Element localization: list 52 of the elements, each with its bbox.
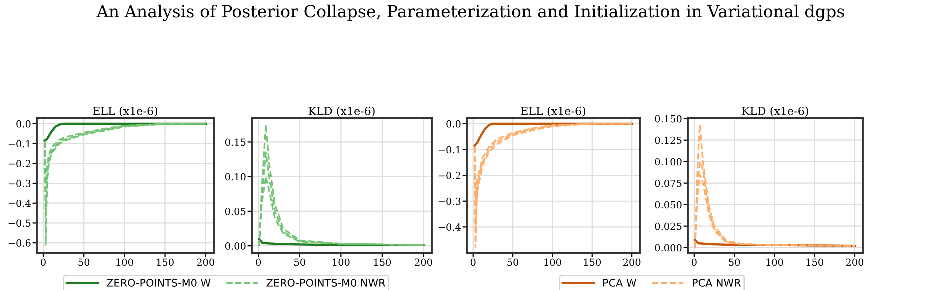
y-tick-label: −0.4 [438,224,461,232]
y-tick-label: −0.3 [438,198,461,206]
x-tick-label: 0 [41,258,46,266]
x-tick-label: 50 [294,258,306,266]
x-tick-label: 200 [846,258,864,266]
y-tick-label: −0.4 [8,200,31,208]
x-tick-label: 150 [584,258,602,266]
y-tick-label: 0.00 [225,242,246,250]
y-tick-label: 0.10 [225,173,246,181]
x-tick-label: 100 [544,258,562,266]
x-tick-label: 200 [197,258,215,266]
x-tick-label: 150 [157,258,174,266]
y-tick-label: 0.075 [655,180,682,188]
y-tick-label: −0.5 [8,220,31,228]
y-tick-label: 0.0 [446,120,461,128]
chart-title: ELL (x1e-6) [93,106,158,117]
y-tick-label: 0.100 [655,158,682,166]
y-tick-label: −0.3 [8,180,31,188]
x-tick-label: 0 [470,258,476,266]
y-tick-label: −0.6 [8,240,31,247]
y-tick-label: −0.2 [438,172,460,180]
y-tick-label: −0.2 [8,160,30,168]
text: An Analysis of Posterior Collapse, Parameterization and Initialization in Variational dgps [96,4,844,22]
legend-label: ZERO-POINTS-M0 NWR [266,279,386,287]
y-tick-label: 0.150 [655,115,682,123]
x-tick-label: 100 [766,258,784,266]
x-tick-label: 150 [806,258,824,266]
chart-title: KLD (x1e-6) [308,106,375,117]
x-tick-label: 200 [623,258,641,266]
y-tick-label: 0.050 [655,201,682,209]
chart-title: KLD (x1e-6) [742,106,808,117]
x-tick-label: 100 [116,258,134,266]
y-tick-label: −0.1 [438,146,460,154]
chart-title: ELL (x1e-6) [521,106,586,117]
y-tick-label: 0.125 [655,136,682,144]
legend-label: PCA W [604,279,636,287]
x-tick-label: 100 [333,258,350,266]
y-tick-label: 0.000 [655,244,682,252]
y-tick-label: 0.025 [655,222,682,230]
x-tick-label: 150 [374,258,392,266]
legend-label: ZERO-POINTS-M0 W [107,279,211,287]
y-tick-label: 0.05 [225,208,246,216]
x-tick-label: 200 [415,258,432,266]
x-tick-label: 50 [508,258,519,266]
x-tick-label: 0 [256,258,262,266]
y-tick-label: 0.15 [225,138,246,146]
x-tick-label: 50 [729,258,740,266]
y-tick-label: −0.1 [8,140,30,148]
legend-label: PCA NWR [693,279,742,287]
x-tick-label: 0 [692,258,697,266]
x-tick-label: 50 [78,258,90,266]
y-tick-label: 0.0 [16,120,31,128]
